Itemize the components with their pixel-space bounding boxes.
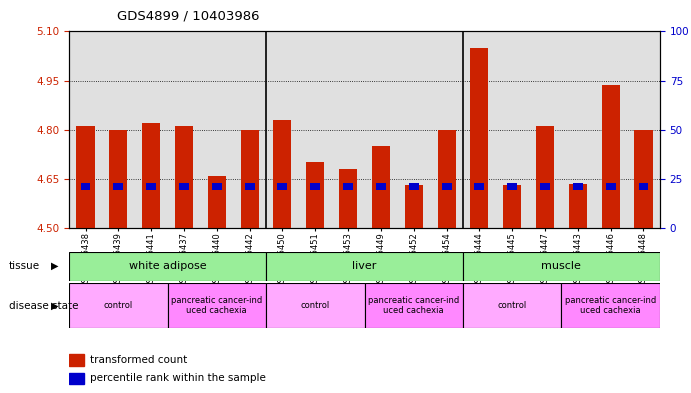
Text: tissue: tissue <box>9 261 40 271</box>
Bar <box>634 130 652 228</box>
Bar <box>475 183 484 190</box>
Bar <box>69 354 84 366</box>
Bar <box>463 283 561 328</box>
Bar <box>81 183 91 190</box>
Bar <box>208 176 226 228</box>
Bar <box>266 252 463 281</box>
Text: control: control <box>104 301 133 310</box>
Bar <box>339 169 357 228</box>
Bar <box>77 127 95 228</box>
Text: ▶: ▶ <box>51 261 59 271</box>
Text: control: control <box>301 301 330 310</box>
Bar <box>167 283 266 328</box>
Bar <box>463 252 660 281</box>
Bar <box>536 127 554 228</box>
Bar <box>409 183 419 190</box>
Bar <box>343 183 353 190</box>
Text: GDS4899 / 10403986: GDS4899 / 10403986 <box>117 10 260 23</box>
Text: control: control <box>498 301 527 310</box>
Text: transformed count: transformed count <box>90 355 187 365</box>
Bar <box>638 183 648 190</box>
Bar <box>146 183 156 190</box>
Text: percentile rank within the sample: percentile rank within the sample <box>90 373 265 384</box>
Bar <box>306 162 324 228</box>
Bar <box>278 183 287 190</box>
Bar <box>561 283 660 328</box>
Bar <box>212 183 222 190</box>
Text: liver: liver <box>352 261 377 271</box>
Bar <box>179 183 189 190</box>
Text: disease state: disease state <box>9 301 79 310</box>
Bar <box>507 183 517 190</box>
Bar <box>405 185 423 228</box>
Text: ▶: ▶ <box>51 301 59 310</box>
Bar <box>569 184 587 228</box>
Bar <box>376 183 386 190</box>
Text: muscle: muscle <box>542 261 581 271</box>
Bar <box>69 283 167 328</box>
Bar <box>365 283 463 328</box>
Bar <box>240 130 258 228</box>
Bar <box>69 373 84 384</box>
Bar <box>142 123 160 228</box>
Text: pancreatic cancer-ind
uced cachexia: pancreatic cancer-ind uced cachexia <box>171 296 263 315</box>
Bar <box>266 283 365 328</box>
Bar <box>442 183 451 190</box>
Text: pancreatic cancer-ind
uced cachexia: pancreatic cancer-ind uced cachexia <box>368 296 460 315</box>
Text: pancreatic cancer-ind
uced cachexia: pancreatic cancer-ind uced cachexia <box>565 296 656 315</box>
Bar <box>109 130 127 228</box>
Bar <box>274 120 292 228</box>
Bar <box>602 86 620 228</box>
Text: white adipose: white adipose <box>129 261 207 271</box>
Bar <box>471 48 489 228</box>
Bar <box>175 127 193 228</box>
Bar <box>540 183 550 190</box>
Bar <box>69 252 266 281</box>
Bar <box>245 183 254 190</box>
Bar <box>437 130 455 228</box>
Bar <box>310 183 320 190</box>
Bar <box>372 146 390 228</box>
Bar <box>573 183 583 190</box>
Bar <box>113 183 123 190</box>
Bar <box>606 183 616 190</box>
Bar <box>503 185 521 228</box>
